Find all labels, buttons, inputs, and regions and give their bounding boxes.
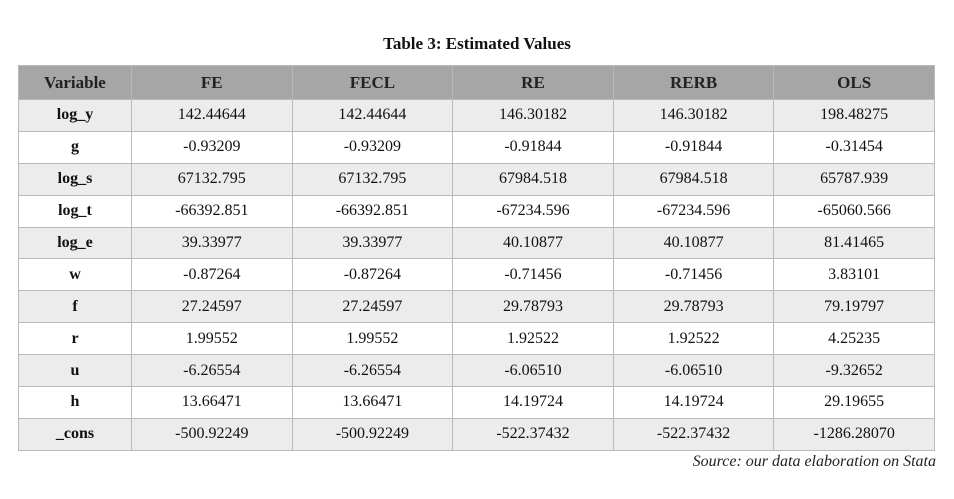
column-header-rerb: RERB <box>612 65 775 100</box>
value-cell: 40.10877 <box>452 226 614 260</box>
value-cell: 67132.795 <box>131 162 293 196</box>
value-cell: 3.83101 <box>773 258 935 292</box>
table-row: h 13.66471 13.66471 14.19724 14.19724 29.1965… <box>18 386 935 419</box>
value-cell: 14.19724 <box>452 386 614 419</box>
variable-cell: log_s <box>18 162 132 196</box>
column-header-variable: Variable <box>18 65 132 100</box>
value-cell: -500.92249 <box>291 417 454 451</box>
table-row: u -6.26554 -6.26554 -6.06510 -6.06510 -9.3265… <box>18 354 935 388</box>
value-cell: -6.06510 <box>452 354 614 388</box>
value-cell: 14.19724 <box>612 386 775 419</box>
table-row: log_t -66392.851 -66392.851 -67234.596 -6723… <box>18 194 935 228</box>
value-cell: 81.41465 <box>773 226 935 260</box>
value-cell: -67234.596 <box>452 194 614 228</box>
value-cell: -0.93209 <box>131 130 293 164</box>
table-row: _cons -500.92249 -500.92249 -522.37432 -522.… <box>18 417 935 451</box>
header-row: Variable FE FECL RE RERB OLS <box>18 65 935 100</box>
value-cell: -522.37432 <box>612 417 775 451</box>
value-cell: 39.33977 <box>291 226 454 260</box>
value-cell: -65060.566 <box>773 194 935 228</box>
column-header-ols: OLS <box>773 65 935 100</box>
value-cell: -9.32652 <box>773 354 935 388</box>
value-cell: 67984.518 <box>452 162 614 196</box>
value-cell: 40.10877 <box>612 226 775 260</box>
variable-cell: r <box>18 322 132 356</box>
source-note: Source: our data elaboration on Stata <box>692 453 936 470</box>
column-header-re: RE <box>452 65 614 100</box>
value-cell: -6.06510 <box>612 354 775 388</box>
table-row: w -0.87264 -0.87264 -0.71456 -0.71456 3.83101 <box>18 258 935 292</box>
value-cell: 29.78793 <box>452 290 614 324</box>
value-cell: 13.66471 <box>291 386 454 419</box>
column-header-fe: FE <box>131 65 293 100</box>
value-cell: -0.91844 <box>452 130 614 164</box>
value-cell: 27.24597 <box>291 290 454 324</box>
table-row: g -0.93209 -0.93209 -0.91844 -0.91844 -0.3145… <box>18 130 935 164</box>
table-row: log_y 142.44644 142.44644 146.30182 146.3018… <box>18 99 935 132</box>
value-cell: -67234.596 <box>612 194 775 228</box>
table-row: r 1.99552 1.99552 1.92522 1.92522 4.25235 <box>18 322 935 356</box>
value-cell: 146.30182 <box>452 99 614 132</box>
column-header-fecl: FECL <box>291 65 454 100</box>
value-cell: 29.19655 <box>773 386 935 419</box>
value-cell: -66392.851 <box>131 194 293 228</box>
value-cell: 39.33977 <box>131 226 293 260</box>
table-row: f 27.24597 27.24597 29.78793 29.78793 79.1979… <box>18 290 935 324</box>
value-cell: -522.37432 <box>452 417 614 451</box>
value-cell: -0.71456 <box>452 258 614 292</box>
value-cell: 198.48275 <box>773 99 935 132</box>
table-row: log_s 67132.795 67132.795 67984.518 67984.51… <box>18 162 935 196</box>
value-cell: -6.26554 <box>131 354 293 388</box>
value-cell: -66392.851 <box>291 194 454 228</box>
table-body: log_y 142.44644 142.44644 146.30182 146.3018… <box>18 99 935 451</box>
table-row: log_e 39.33977 39.33977 40.10877 40.10877 81.… <box>18 226 935 260</box>
table-caption: Table 3: Estimated Values <box>383 34 571 53</box>
value-cell: 13.66471 <box>131 386 293 419</box>
value-cell: 1.92522 <box>612 322 775 356</box>
value-cell: -0.87264 <box>131 258 293 292</box>
value-cell: -0.71456 <box>612 258 775 292</box>
estimated-values-table: Variable FE FECL RE RERB OLS log_y 142.44… <box>18 65 935 451</box>
variable-cell: log_t <box>18 194 132 228</box>
value-cell: 67132.795 <box>291 162 454 196</box>
variable-cell: g <box>18 130 132 164</box>
value-cell: 27.24597 <box>131 290 293 324</box>
variable-cell: w <box>18 258 132 292</box>
value-cell: 79.19797 <box>773 290 935 324</box>
variable-cell: f <box>18 290 132 324</box>
value-cell: 142.44644 <box>291 99 454 132</box>
value-cell: 142.44644 <box>131 99 293 132</box>
value-cell: 67984.518 <box>612 162 775 196</box>
value-cell: 1.99552 <box>131 322 293 356</box>
variable-cell: _cons <box>18 417 132 451</box>
value-cell: 1.92522 <box>452 322 614 356</box>
value-cell: -0.91844 <box>612 130 775 164</box>
value-cell: -6.26554 <box>291 354 454 388</box>
value-cell: -0.93209 <box>291 130 454 164</box>
value-cell: 4.25235 <box>773 322 935 356</box>
variable-cell: u <box>18 354 132 388</box>
value-cell: -1286.28070 <box>773 417 935 451</box>
variable-cell: log_y <box>18 99 132 132</box>
value-cell: -500.92249 <box>131 417 293 451</box>
value-cell: 65787.939 <box>773 162 935 196</box>
value-cell: 146.30182 <box>612 99 775 132</box>
value-cell: -0.31454 <box>773 130 935 164</box>
variable-cell: log_e <box>18 226 132 260</box>
value-cell: 29.78793 <box>612 290 775 324</box>
variable-cell: h <box>18 386 132 419</box>
value-cell: -0.87264 <box>291 258 454 292</box>
value-cell: 1.99552 <box>291 322 454 356</box>
